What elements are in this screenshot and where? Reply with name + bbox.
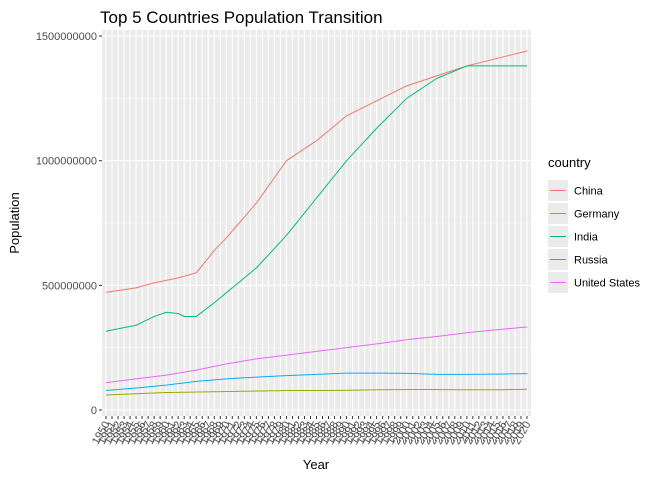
legend-title: country — [548, 155, 591, 170]
x-axis: 1950195119521953195419551956195719581959… — [90, 416, 534, 447]
series-line-china — [105, 50, 528, 293]
y-tick-label: 1000000000 — [36, 156, 97, 168]
legend-label: United States — [574, 278, 641, 290]
y-axis: 0 500000000 1000000000 1500000000 — [36, 31, 102, 417]
y-tick-label: 1500000000 — [36, 31, 97, 43]
legend-label: India — [574, 232, 599, 244]
x-axis-title: Year — [303, 457, 330, 472]
legend-label: Germany — [574, 209, 620, 221]
grid-lines — [102, 30, 531, 416]
series-line-india — [105, 65, 527, 332]
series-line-germany — [105, 388, 528, 396]
y-axis-title: Population — [7, 192, 22, 253]
series-line-united-states — [105, 326, 528, 384]
legend-label: China — [574, 186, 604, 198]
series-lines — [105, 50, 528, 396]
legend-label: Russia — [574, 255, 609, 267]
series-line-russia — [105, 372, 528, 392]
legend: country China Germany India Russia United St… — [548, 155, 641, 293]
chart-title: Top 5 Countries Population Transition — [100, 8, 383, 27]
y-tick-label: 0 — [91, 405, 97, 417]
y-tick-label: 500000000 — [42, 280, 97, 292]
